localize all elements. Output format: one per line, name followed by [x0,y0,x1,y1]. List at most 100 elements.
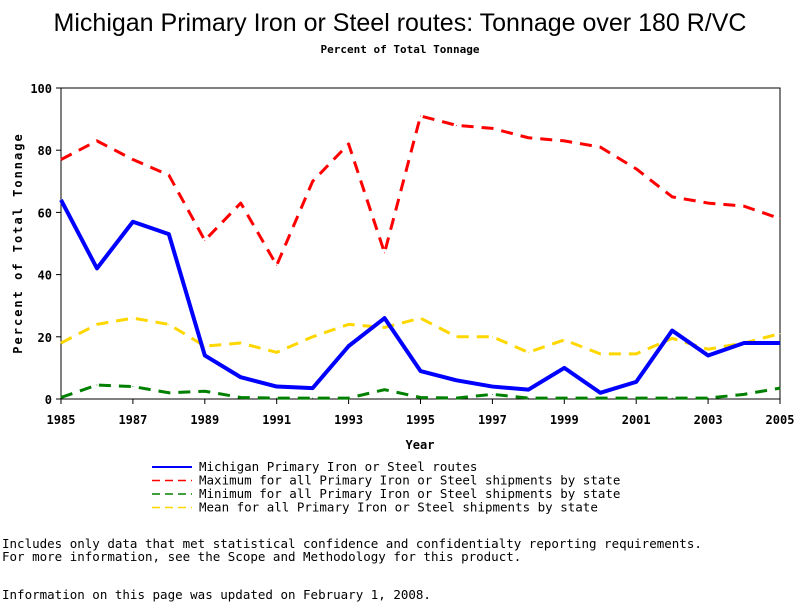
series-1-point [384,252,386,254]
series-0-point [204,354,206,356]
series-3-point [132,317,134,319]
series-0-point [599,392,601,394]
note-methodology: For more information, see the Scope and … [2,549,522,564]
series-1-point [599,146,601,148]
series-0-point [348,345,350,347]
legend-label-0: Michigan Primary Iron or Steel routes [199,459,477,474]
series-line-3 [60,316,781,356]
series-line-0 [59,199,780,395]
series-0-point [384,317,386,319]
series-3-point [312,336,314,338]
series-3-point [420,317,421,319]
series-2-point [635,397,637,399]
series-0-point [60,199,62,201]
series-2-point [96,384,98,386]
series-2-point [671,397,673,399]
series-1-point [96,140,98,142]
series-0-point [96,267,98,269]
x-tick-label: 2001 [622,413,651,427]
series-1-point [204,239,206,241]
note-updated: Information on this page was updated on … [2,587,431,602]
series-2-point [204,390,206,392]
y-tick-label: 60 [38,206,52,220]
series-1-point [743,205,745,207]
series-2-point [240,396,242,398]
chart-title: Michigan Primary Iron or Steel routes: T… [54,9,747,37]
series-1-point [779,218,781,220]
note-confidence: Includes only data that met statistical … [2,536,702,551]
series-1-point [635,168,637,170]
series-1-point [707,202,709,204]
series-0-point [276,386,278,388]
series-0-point [168,233,170,235]
series-2-point [276,397,278,399]
series-1-point [240,202,242,204]
series-1-point [60,159,62,161]
series-3-point [635,353,637,355]
series-3-point [384,326,386,328]
series-2-point [384,389,386,391]
series-3-point [707,348,709,350]
series-0-point [707,354,709,356]
series-1-point [563,140,565,142]
series-0-point [240,376,242,378]
y-axis-label: Percent of Total Tonnage [11,132,25,353]
series-1-point [132,159,134,161]
series-0-point [527,389,529,391]
y-tick-label: 0 [45,393,52,407]
series-3-point [240,342,242,344]
y-tick-label: 20 [38,331,52,345]
series-line-2 [60,383,781,400]
series-3-point [348,323,350,325]
series-1-point [312,180,314,182]
series-2-point [420,396,421,398]
legend-label-2: Minimum for all Primary Iron or Steel sh… [199,486,620,501]
series-2-point [527,397,529,399]
series-3-point [276,351,278,353]
series-3-point [491,336,493,338]
x-tick-label: 2005 [766,413,795,427]
series-1-point [491,127,493,129]
legend-label-1: Maximum for all Primary Iron or Steel sh… [199,473,620,488]
x-tick-label: 1993 [334,413,363,427]
series-line-1 [60,114,781,267]
series-2-point [60,396,62,398]
x-tick-label: 2003 [694,413,723,427]
x-tick-label: 1997 [478,413,507,427]
series-0-point [671,330,673,332]
series-2-point [132,386,134,388]
x-axis-label: Year [406,438,435,452]
series-3-point [527,351,529,353]
series-1-point [527,137,529,139]
series-0-point [420,370,421,372]
y-tick-label: 100 [30,82,52,96]
series-3-point [204,345,206,347]
series-0-point [743,342,745,344]
series-1-point [168,174,170,176]
plot-frame [60,87,781,400]
series-1-point [276,264,278,266]
x-tick-label: 1995 [406,413,435,427]
series-2-point [563,397,565,399]
series-0-point [455,379,457,381]
chart-subtitle: Percent of Total Tonnage [321,43,480,56]
series-0-point [312,387,314,389]
series-2-point [491,393,493,395]
series-3-point [599,353,601,355]
series-3-point [779,333,781,335]
series-0-point [635,381,637,383]
series-2-point [348,397,350,399]
series-2-point [743,393,745,395]
y-tick-label: 80 [38,144,52,158]
x-tick-label: 1991 [262,413,291,427]
legend-label-3: Mean for all Primary Iron or Steel shipm… [199,500,598,515]
series-3-point [60,342,62,344]
series-3-point [168,323,170,325]
series-0-point [779,342,781,344]
series-2-point [168,392,170,394]
series-1-point [671,196,673,198]
series-2-point [707,397,709,399]
x-tick-label: 1999 [550,413,579,427]
x-tick-label: 1987 [118,413,147,427]
